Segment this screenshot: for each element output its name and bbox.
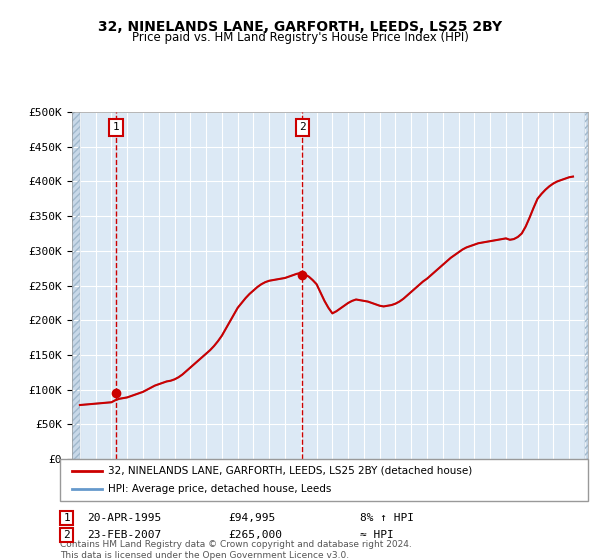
Text: 1: 1 <box>63 513 70 523</box>
Bar <box>585 112 588 459</box>
Text: 20-APR-1995: 20-APR-1995 <box>87 513 161 523</box>
Bar <box>585 112 588 459</box>
Text: £94,995: £94,995 <box>228 513 275 523</box>
Text: 1: 1 <box>113 123 119 132</box>
Text: ≈ HPI: ≈ HPI <box>360 530 394 540</box>
Bar <box>72 112 80 459</box>
Bar <box>72 112 80 459</box>
Text: 2: 2 <box>63 530 70 540</box>
Text: Price paid vs. HM Land Registry's House Price Index (HPI): Price paid vs. HM Land Registry's House … <box>131 31 469 44</box>
Text: 8% ↑ HPI: 8% ↑ HPI <box>360 513 414 523</box>
Text: 32, NINELANDS LANE, GARFORTH, LEEDS, LS25 2BY (detached house): 32, NINELANDS LANE, GARFORTH, LEEDS, LS2… <box>108 466 472 476</box>
Text: 2: 2 <box>299 123 306 132</box>
Text: Contains HM Land Registry data © Crown copyright and database right 2024.
This d: Contains HM Land Registry data © Crown c… <box>60 540 412 559</box>
Text: 23-FEB-2007: 23-FEB-2007 <box>87 530 161 540</box>
Text: HPI: Average price, detached house, Leeds: HPI: Average price, detached house, Leed… <box>108 484 331 494</box>
Text: 32, NINELANDS LANE, GARFORTH, LEEDS, LS25 2BY: 32, NINELANDS LANE, GARFORTH, LEEDS, LS2… <box>98 20 502 34</box>
Text: £265,000: £265,000 <box>228 530 282 540</box>
